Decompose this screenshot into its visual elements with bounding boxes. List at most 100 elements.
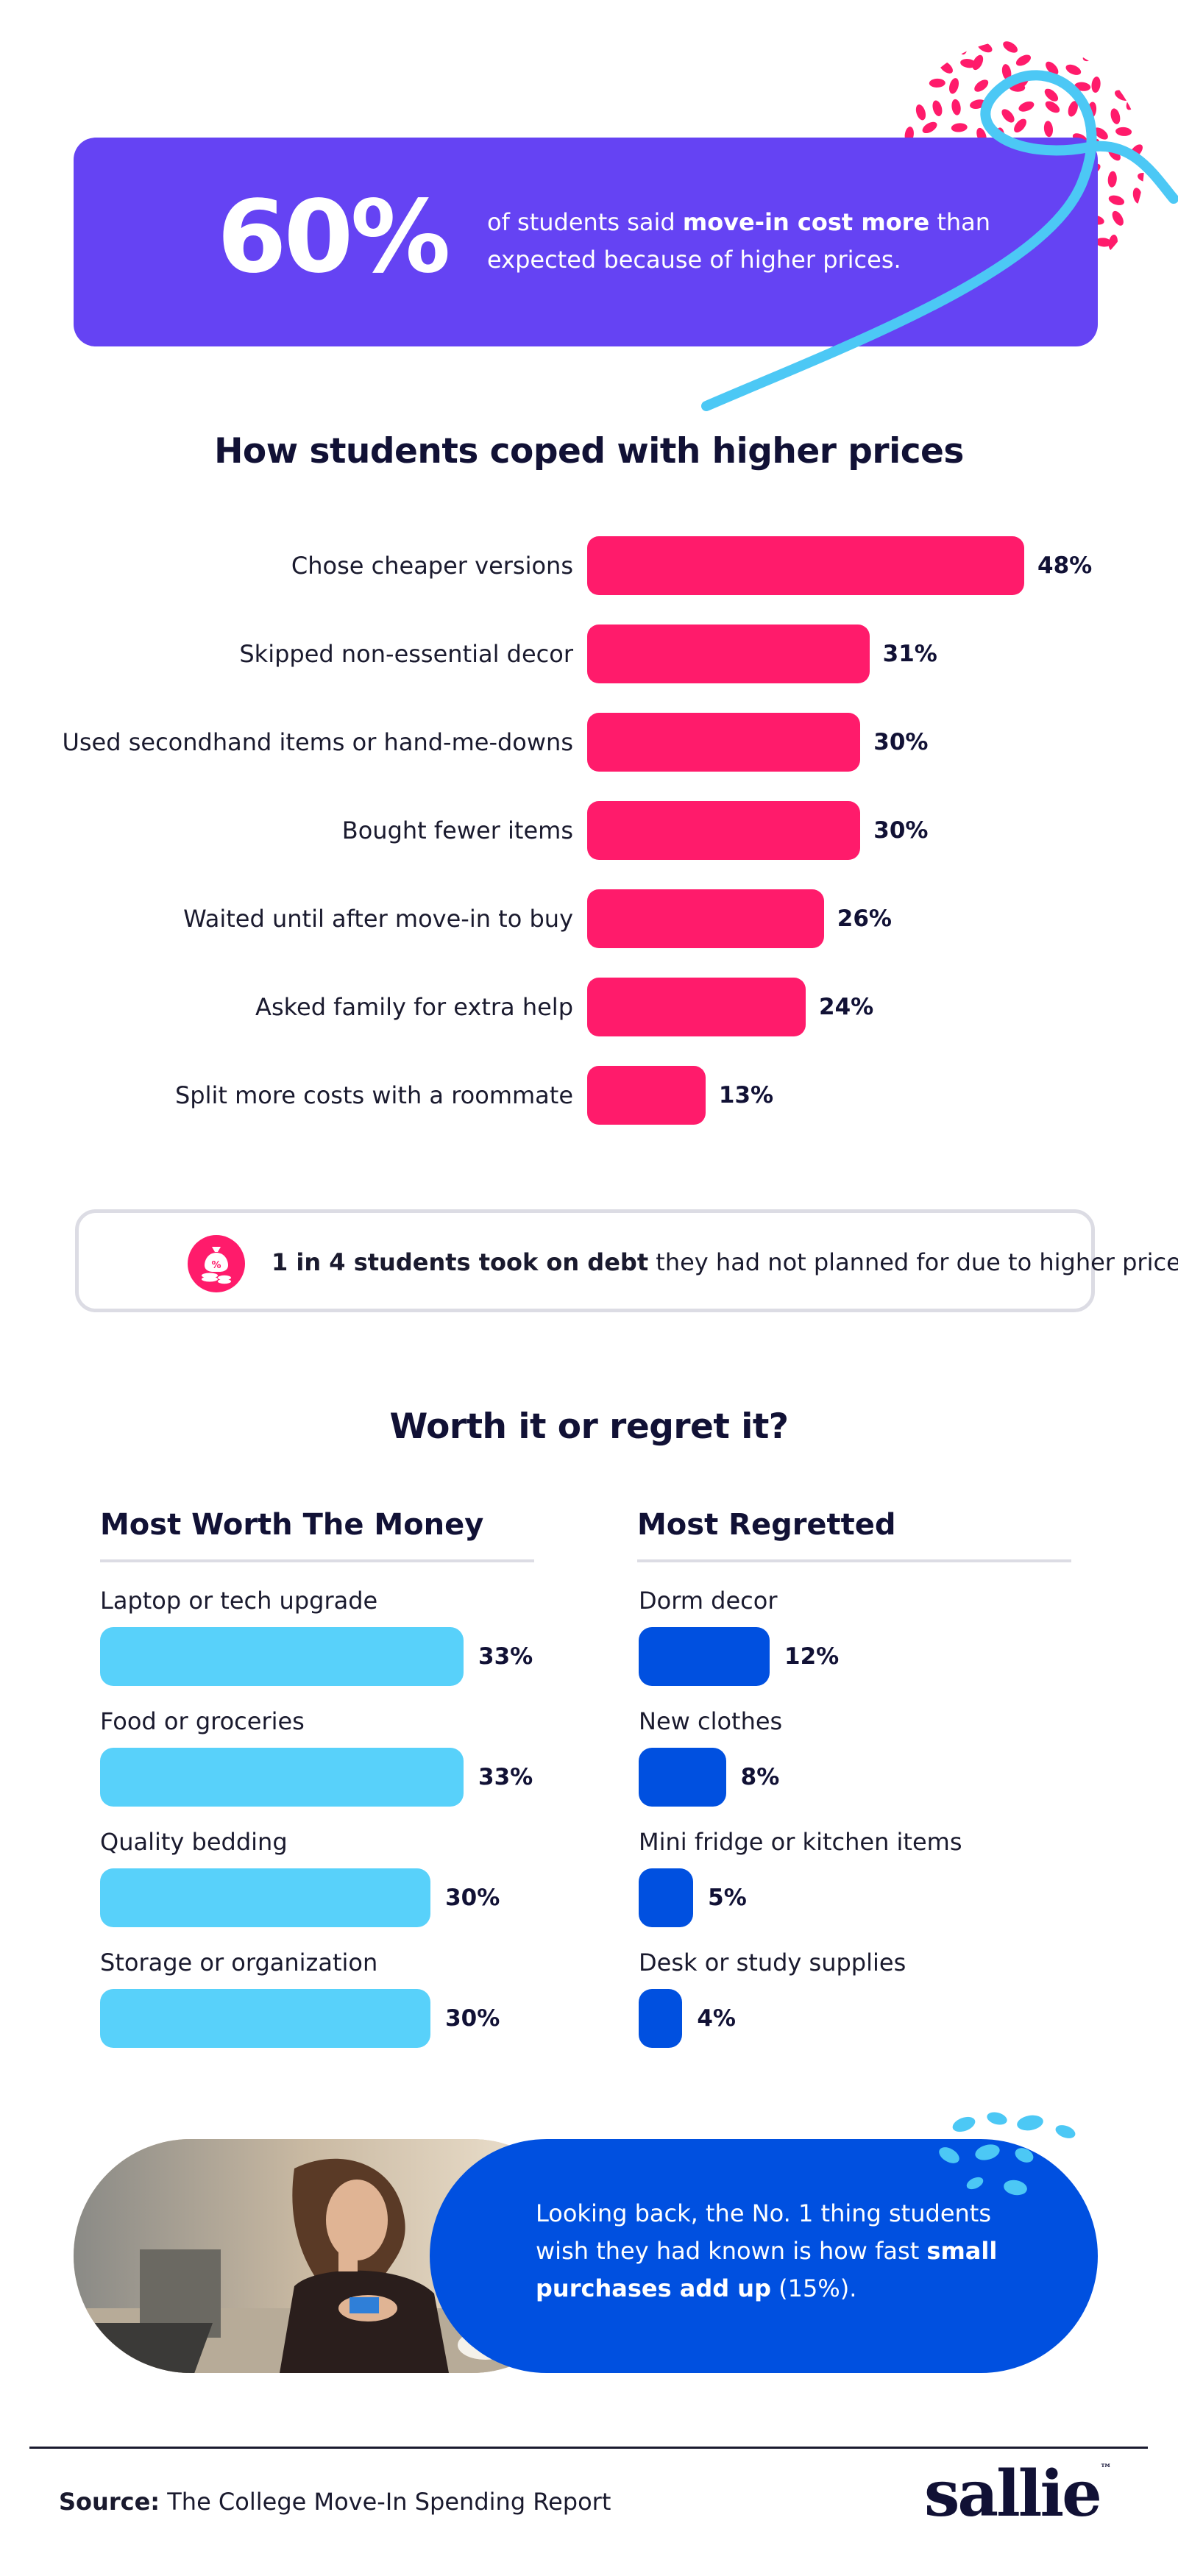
coping-bar-value: 26% [837, 905, 892, 932]
decoration-dot [1001, 109, 1015, 123]
decoration-dot [1043, 121, 1054, 138]
regret-bar-value: 5% [708, 1885, 747, 1911]
worth-regret-title: Worth it or regret it? [389, 1406, 789, 1447]
decoration-dot [868, 96, 881, 113]
decoration-dot [1126, 95, 1138, 110]
regret-bar-value: 4% [697, 2005, 736, 2032]
worth-column-rule [100, 1559, 534, 1562]
decoration-dot [974, 79, 989, 92]
decoration-dot [1074, 82, 1091, 91]
decoration-dot [1136, 40, 1144, 51]
decoration-dot [1003, 41, 1018, 53]
coping-bar-value: 48% [1037, 552, 1093, 579]
regret-item-label: Mini fridge or kitchen items [639, 1828, 962, 1856]
sallie-logo[interactable]: sallie™ [924, 2457, 1112, 2531]
worth-bar-value: 30% [445, 1885, 500, 1911]
regret-column-rule [637, 1559, 1071, 1562]
decoration-dot [1108, 146, 1121, 161]
source-line: Source: The College Move-In Spending Rep… [59, 2488, 611, 2516]
decoration-dot [1112, 210, 1124, 226]
worth-bar-value: 33% [478, 1764, 533, 1790]
worth-column-title: Most Worth The Money [100, 1508, 484, 1542]
decoration-dot [915, 104, 926, 121]
regret-bar-value: 8% [740, 1764, 780, 1790]
decoration-dot [1108, 235, 1118, 251]
decoration-dot [1148, 207, 1166, 224]
footer-divider [29, 2447, 1148, 2449]
decoration-dot [1129, 144, 1143, 158]
regret-item-label: Dorm decor [639, 1587, 778, 1615]
decoration-dot [1155, 39, 1170, 57]
decoration-dot [906, 40, 916, 46]
decoration-dot [911, 75, 921, 91]
decoration-dot [1138, 172, 1144, 182]
decoration-dot [894, 77, 898, 87]
decoration-dot [894, 40, 898, 51]
decoration-dot [1141, 129, 1144, 139]
coping-bar-label: Used secondhand items or hand-me-downs [62, 728, 573, 756]
decoration-dot [1107, 171, 1117, 188]
coping-bar-value: 30% [873, 817, 929, 844]
decoration-dot [951, 99, 961, 115]
coping-bar [587, 801, 861, 860]
regret-column-title: Most Regretted [637, 1508, 896, 1542]
decoration-dot [1152, 121, 1167, 140]
decoration-dot [1115, 90, 1130, 101]
worth-item-label: Quality bedding [100, 1828, 288, 1856]
coping-bar-label: Asked family for extra help [255, 993, 573, 1021]
decoration-dot [1152, 145, 1166, 163]
decoration-dot [1132, 215, 1144, 225]
decoration-dot [1046, 61, 1059, 75]
hero-percent: 60% [217, 179, 451, 296]
debt-callout: % 1 in 4 students took on debt they had … [75, 1209, 1178, 1312]
decoration-dot [1021, 32, 1037, 35]
regret-bar [639, 1989, 683, 2048]
regret-item-label: Desk or study supplies [639, 1949, 906, 1977]
coping-bar-label: Chose cheaper versions [291, 552, 573, 580]
decoration-dot [1097, 51, 1113, 63]
decoration-dot [1127, 232, 1138, 249]
decoration-dot [1132, 188, 1143, 204]
lookback-text: Looking back, the No. 1 thing students w… [536, 2199, 998, 2302]
coping-bar-value: 24% [819, 994, 874, 1020]
regret-bar [639, 1627, 770, 1686]
worth-item-label: Storage or organization [100, 1949, 378, 1977]
decoration-dot [1152, 54, 1167, 73]
regret-item-label: New clothes [639, 1707, 783, 1735]
worth-bar-value: 30% [445, 2005, 500, 2032]
coping-bar-value: 30% [873, 729, 929, 755]
decoration-dot [939, 60, 953, 74]
worth-bar-value: 33% [478, 1643, 533, 1670]
decoration-dot [960, 59, 976, 68]
coping-bar-label: Waited until after move-in to buy [183, 905, 573, 933]
decoration-dot [1042, 32, 1059, 41]
regret-bar [639, 1748, 726, 1807]
decoration-dot [1045, 101, 1060, 113]
regret-bar [639, 1868, 694, 1927]
decoration-dot [1082, 50, 1099, 62]
decoration-dot [958, 40, 968, 55]
decoration-dot [972, 54, 984, 71]
coping-bar [587, 713, 861, 772]
decoration-dot [1159, 241, 1170, 254]
regret-bar-value: 12% [784, 1643, 840, 1670]
coping-bar [587, 1066, 706, 1125]
coping-bar-value: 13% [718, 1082, 774, 1109]
decoration-dot [1044, 88, 1059, 102]
decoration-dot [1093, 40, 1109, 51]
coping-bar [587, 978, 806, 1036]
decoration-dot [1128, 60, 1138, 77]
decoration-dot [1091, 77, 1101, 93]
cyan-splash-decoration [939, 2112, 1076, 2196]
svg-text:%: % [211, 1260, 221, 1271]
decoration-dot [929, 40, 944, 46]
decoration-dot [868, 113, 877, 127]
decoration-dot [949, 78, 959, 94]
decoration-dot [951, 123, 968, 132]
decoration-dot [1015, 54, 1031, 66]
coping-bar-label: Skipped non-essential decor [239, 640, 573, 668]
coping-bar-label: Split more costs with a roommate [174, 1081, 573, 1109]
decoration-dot [932, 100, 943, 116]
coping-bar [587, 889, 824, 948]
decoration-dot [1068, 101, 1078, 117]
